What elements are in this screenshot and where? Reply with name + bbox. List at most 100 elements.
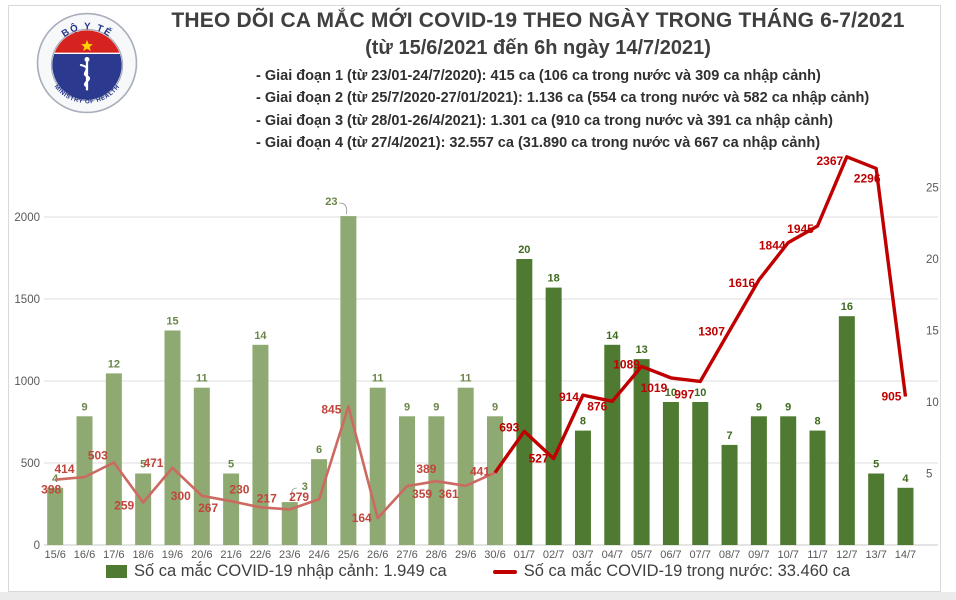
phase-1-summary: - Giai đoạn 1 (từ 23/01-24/7/2020): 415 … [256,68,821,85]
bar [135,473,152,545]
bar [164,330,181,545]
bar [252,344,269,545]
phase-summary-list: - Giai đoạn 1 (từ 23/01-24/7/2020): 415 … [256,65,936,154]
bar-value-label: 5 [228,459,234,471]
left-axis-tick-label: 0 [34,540,40,552]
bar-value-label: 9 [785,401,791,413]
x-axis-label: 11/7 [807,549,828,561]
x-axis-label: 09/7 [748,549,769,561]
bar [193,387,210,545]
label-leader-line [290,487,297,501]
bar-value-label: 12 [108,358,120,370]
right-axis-tick-label: 10 [926,397,939,409]
line-value-label: 361 [439,487,459,501]
logo-star-icon [81,40,93,51]
line-value-label: 217 [257,491,277,505]
bar-value-label: 5 [873,459,879,471]
line-value-label: 267 [198,501,218,515]
legend-imported-cases-label: Số ca mắc COVID-19 nhập cảnh: 1.949 ca [133,562,447,580]
bar-value-label: 14 [606,330,619,342]
x-axis-label: 02/7 [543,549,564,561]
bar-value-label: 10 [665,387,677,399]
x-axis-label: 27/6 [396,549,417,561]
right-axis-tick-label: 20 [926,254,939,266]
legend-domestic-cases-label: Số ca mắc COVID-19 trong nước: 33.460 ca [523,562,851,580]
x-axis-label: 19/6 [162,549,183,561]
bar-value-label: 15 [166,316,178,328]
line-value-label: 1945 [787,222,814,236]
x-axis-label: 25/6 [338,549,359,561]
x-axis-label: 07/7 [690,549,711,561]
bar [223,473,240,545]
line-value-label: 279 [289,490,309,504]
line-value-label: 693 [499,420,519,434]
bar-value-label: 13 [635,344,647,356]
bar [868,473,885,545]
line-value-label: 414 [55,462,75,476]
x-axis-label: 04/7 [602,549,623,561]
ministry-of-health-logo: BỘ Y TẾ MINISTRY OF HEALTH [36,12,138,114]
bar [604,344,621,545]
x-axis-label: 20/6 [191,549,212,561]
phase-4-summary: - Giai đoạn 4 (từ 27/4/2021): 32.557 ca … [256,134,821,151]
line-value-label: 441 [470,465,490,479]
bar [369,387,386,545]
x-axis-label: 30/6 [484,549,505,561]
x-axis-label: 23/6 [279,549,300,561]
x-axis-label: 01/7 [514,549,535,561]
label-leader-line [339,202,348,215]
line-value-label: 905 [881,390,901,404]
bar-value-label: 3 [302,481,308,493]
bar-value-label: 5 [140,459,146,471]
bar [457,387,474,545]
line-series-swatch [492,569,517,574]
right-axis-tick-label: 15 [926,326,939,338]
bar [516,259,533,545]
x-axis-label: 05/7 [631,549,652,561]
x-axis-label: 22/6 [250,549,271,561]
bar [105,373,122,545]
left-axis-tick-label: 1000 [14,376,40,388]
line-value-label: 2296 [854,171,881,185]
bar-value-label: 14 [254,330,267,342]
bar [633,359,650,545]
x-axis-label: 06/7 [660,549,681,561]
bar [311,459,328,545]
legend-imported-cases: Số ca mắc COVID-19 nhập cảnh: 1.949 ca [105,562,447,581]
line-value-label: 471 [143,456,163,470]
line-value-label: 259 [114,499,134,513]
bar-series-swatch [105,565,127,578]
line-value-label: 2367 [816,154,843,168]
left-axis-tick-label: 500 [21,458,40,470]
x-axis-label: 08/7 [719,549,740,561]
x-axis-label: 18/6 [132,549,153,561]
logo-asclepius-staff-icon [79,56,91,91]
x-axis-label: 28/6 [426,549,447,561]
bar [809,430,826,545]
x-axis-label: 24/6 [308,549,329,561]
right-axis-tick-label: 25 [926,183,939,195]
line-value-label: 876 [587,399,607,413]
x-axis-label: 21/6 [220,549,241,561]
header: THEO DÕI CA MẮC MỚI COVID-19 THEO NGÀY T… [140,8,936,154]
bar [897,487,914,545]
line-value-label: 1307 [698,325,725,339]
x-axis-label: 26/6 [367,549,388,561]
line-value-label: 1844 [759,239,786,253]
bar-value-label: 11 [196,373,208,385]
bar-value-label: 9 [404,401,410,413]
line-value-label: 164 [352,511,372,525]
line-value-label: 398 [41,483,61,497]
bar-value-label: 20 [518,244,530,256]
phase-2-summary: - Giai đoạn 2 (từ 25/7/2020-27/01/2021):… [256,90,870,107]
bar-value-label: 9 [756,401,762,413]
bar-value-label: 9 [492,401,498,413]
legend-domestic-cases: Số ca mắc COVID-19 trong nước: 33.460 ca [492,562,851,581]
x-axis-label: 03/7 [572,549,593,561]
bar-value-label: 8 [814,416,820,428]
bar [47,487,64,545]
left-axis-tick-label: 1500 [14,294,40,306]
x-axis-label: 10/7 [777,549,798,561]
bar [76,416,93,545]
x-axis-label: 29/6 [455,549,476,561]
